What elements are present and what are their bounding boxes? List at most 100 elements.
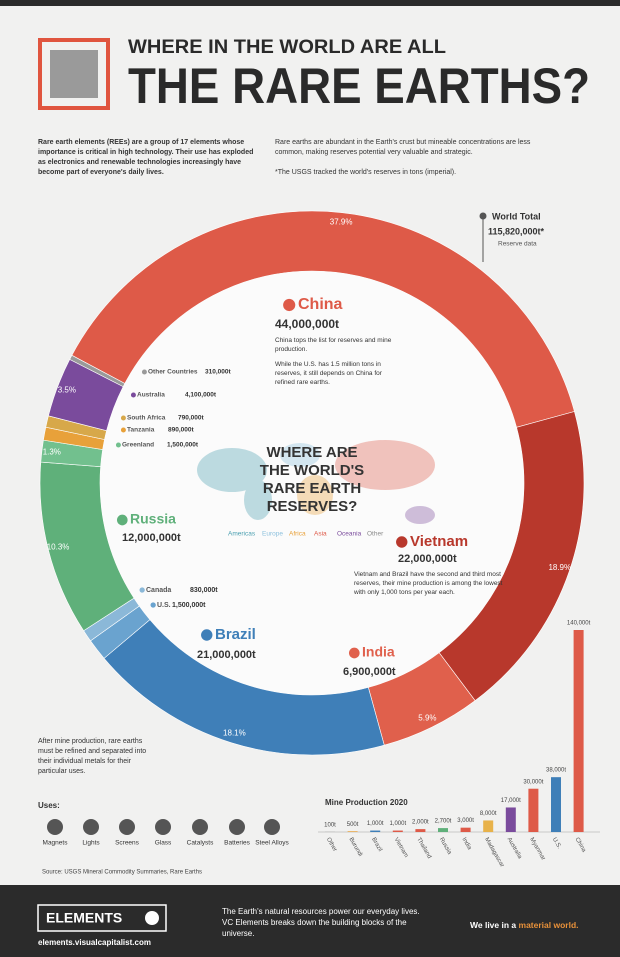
share-label: 18.9% [548,563,571,572]
title-line2: THE RARE EARTHS? [128,58,590,114]
use-icon [155,819,171,835]
country-value: 890,000t [168,427,194,434]
country-value: 790,000t [178,415,204,422]
share-label: 10.3% [47,543,70,552]
bar-category-label: Myanmar [528,837,546,862]
intro-right: Rare earths are abundant in the Earth's … [275,139,531,156]
country-name: U.S. [157,602,171,609]
header-icon-frame [38,38,110,110]
bar [347,831,358,832]
bar-category-label: Australia [506,837,523,861]
china-note-1: China tops the list for reserves and min… [275,337,392,353]
bar [551,777,561,832]
donut-labels: China 44,000,000t Vietnam 22,000,000t India 6… [115,296,468,678]
brand-box [37,904,167,932]
use-label: Magnets [43,840,69,847]
footer-url: elements.visualcapitalist.com [38,938,151,947]
bar-value-label: 1,000t [367,821,384,827]
country-name: Australia [137,392,165,399]
country-value: 1,500,000t [167,442,199,449]
use-label: Catalysts [187,840,214,847]
footer-blurb: The Earth's natural resources power our … [222,907,420,938]
flag-icon [116,514,128,526]
map-south-america [244,480,272,520]
bar [528,788,539,832]
use-icon [192,819,208,835]
region-legend: Oceania [337,531,362,538]
use-label: Batteries [224,840,250,847]
bar [573,630,584,832]
bar-value-label: 3,000t [457,818,474,824]
donut: 37.9% 18.9% 5.9% 18.1% 10.3% 1.3% 3.5% [39,210,585,756]
total-sublabel: Reserve data [498,241,537,248]
bar-category-label: Thailand [415,837,432,860]
flag-icon [396,536,408,548]
use-icon [83,819,99,835]
brand: ELEMENTS [46,910,122,926]
map-americas [197,448,267,492]
intro-left: Rare earth elements (REEs) are a group o… [38,139,254,176]
flag-icon [348,647,360,659]
country-value: 22,000,000t [398,553,457,565]
bar [438,828,448,832]
tagline: We live in a material world. [470,920,579,930]
bar-category-label: Brazil [370,837,383,853]
bar-value-label: 8,000t [480,811,497,817]
flag-icon [115,442,121,448]
country-name: Russia [130,511,176,527]
bar [415,829,426,832]
bar-category-label: Madagascar [483,837,505,869]
share-label: 1.3% [43,447,61,456]
country-value: 310,000t [205,369,231,376]
country-value: 21,000,000t [197,649,256,661]
country-name: Greenland [122,442,154,449]
region-legend: Europe [262,531,283,538]
title-line1: WHERE IN THE WORLD ARE ALL [128,37,446,58]
flag-icon [120,415,126,421]
center-title-line: WHERE ARE [266,444,357,461]
country-name: Brazil [215,626,256,643]
use-label: Lights [82,840,100,847]
source: Source: USGS Mineral Commodity Summaries… [42,870,202,876]
share-label: 18.1% [223,728,246,737]
bar-category-label: India [461,837,473,852]
center-title-line: RARE EARTH [263,480,361,497]
bar-chart-title: Mine Production 2020 [325,798,408,807]
country-name: Tanzania [127,427,155,434]
map-europe [280,443,320,467]
share-label: 3.5% [58,386,76,395]
bar-value-label: 500t [347,822,359,828]
bar [370,830,381,832]
country-name: Canada [146,587,171,594]
bar [392,830,403,832]
use-icon [119,819,135,835]
bar-value-label: 1,000t [389,821,406,827]
country-value: 6,900,000t [343,666,396,678]
map-asia [335,440,435,490]
uses-title: Uses: [38,801,60,810]
use-label: Glass [155,840,172,847]
map-oceania [405,506,435,524]
flag-icon [283,298,296,312]
country-name: Other Countries [148,369,198,376]
use-icon [47,819,63,835]
center-title-line: THE WORLD'S [260,462,364,479]
country-value: 830,000t [190,587,218,594]
use-label: Screens [115,840,140,847]
country-name: South Africa [127,415,166,422]
bar-value-label: 100t [324,822,336,828]
bar [460,827,471,832]
total-label: World Total [492,211,541,221]
brand-icon [145,911,159,925]
footer-bg [0,885,620,957]
bar-value-label: 2,700t [435,819,452,825]
bar-value-label: 30,000t [523,779,543,785]
country-value: 44,000,000t [275,317,339,331]
share-label: 37.9% [330,218,353,227]
bar-category-label: U.S. [551,837,562,850]
top-border [0,0,620,6]
total-value: 115,820,000t* [488,226,545,236]
bar-value-label: 38,000t [546,768,566,774]
